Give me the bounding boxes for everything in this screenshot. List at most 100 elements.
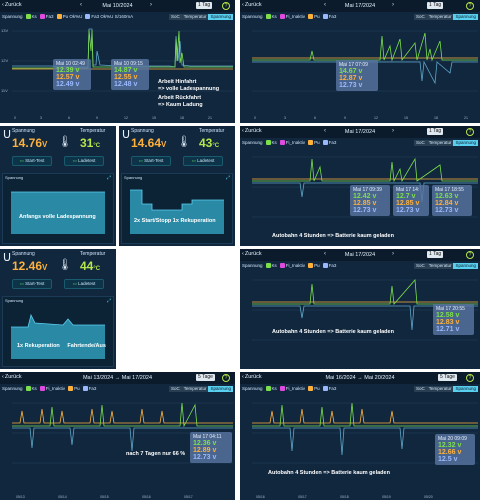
period-select[interactable]: 5 Tage xyxy=(438,374,457,381)
expand-icon[interactable]: ⤢ xyxy=(106,298,111,304)
legend-ks[interactable]: Ks xyxy=(265,14,277,19)
soc-temp-toggle[interactable]: SoC Temperatur Spannung xyxy=(168,385,233,392)
soc-temp-toggle[interactable]: SoC Temperatur Spannung xyxy=(413,139,478,146)
ladetest-button[interactable]: ▭ Ladetest xyxy=(183,156,223,166)
period-select[interactable]: 1 Tag xyxy=(196,2,213,9)
legend-ks[interactable]: Ks xyxy=(265,140,277,145)
header: ‹ Zurück Mai 16/2024 → Mai 20/2024 5 Tage… xyxy=(240,372,480,384)
help-icon[interactable]: ? xyxy=(466,127,474,136)
voltage-chart xyxy=(12,402,233,464)
prev-day-icon[interactable]: ‹ xyxy=(324,2,326,8)
start-test-button[interactable]: ▭ Start-Test xyxy=(131,156,171,166)
page-title: Mai 17/2024 xyxy=(344,2,376,9)
legend-fa3[interactable]: Fa3 xyxy=(82,386,96,391)
back-button[interactable]: ‹ Zurück xyxy=(2,2,22,8)
back-button[interactable]: ‹ Zurück xyxy=(242,374,262,380)
help-icon[interactable]: ? xyxy=(222,1,230,10)
ladetest-button[interactable]: ▭ Ladetest xyxy=(64,279,104,289)
x-tick: 05/13 xyxy=(16,495,25,499)
legend: Spannung Ks Fi_Inaktiv Pu Fa3 SoC Tempera… xyxy=(242,139,478,146)
x-tick: 05/17 xyxy=(298,495,307,499)
svg-text:15: 15 xyxy=(404,116,408,120)
value-tooltip: Mai 10 02:49 12.39 v 12.57 v 12.49 v xyxy=(53,59,91,90)
help-icon[interactable]: ? xyxy=(222,373,230,382)
legend-fa3-ok[interactable]: Fa3 Ok%U S/160mA xyxy=(85,14,133,19)
next-day-icon[interactable]: › xyxy=(150,2,152,8)
legend-fa3[interactable]: Fa3 xyxy=(322,140,336,145)
legend-pu[interactable]: Pu xyxy=(308,386,320,391)
svg-text:12: 12 xyxy=(124,116,128,120)
legend: Spannung Ks Fi_Inaktiv Pu Fa3 SoC Tempera… xyxy=(242,262,478,269)
period-select[interactable]: 1 Tag xyxy=(427,128,444,135)
x-tick: 05/19 xyxy=(382,495,391,499)
legend-fi[interactable]: Fi_Inaktiv xyxy=(39,386,65,391)
panel-day-may17-b: ‹ Zurück ‹ Mai 17/2024 › 1 Tag ? Spannung… xyxy=(240,126,480,246)
svg-text:6: 6 xyxy=(314,116,316,120)
legend-ks[interactable]: Ks xyxy=(25,14,37,19)
help-icon[interactable]: ? xyxy=(466,373,474,382)
annotation: Anfangs volle Ladespannung xyxy=(19,214,96,220)
start-test-button[interactable]: ▭ Start-Test xyxy=(12,156,52,166)
help-icon[interactable]: ? xyxy=(466,1,474,10)
soc-temp-toggle[interactable]: SoC Temperatur Spannung xyxy=(413,385,478,392)
legend-pu[interactable]: Pu xyxy=(308,263,320,268)
start-test-button[interactable]: ▭ Start-Test xyxy=(12,279,52,289)
legend-fa3[interactable]: Fa3 xyxy=(322,386,336,391)
back-button[interactable]: ‹ Zurück xyxy=(242,128,262,134)
annotation: Autobahn 4 Stunden => Batterie kaum gela… xyxy=(272,233,394,239)
svg-text:0: 0 xyxy=(14,116,16,120)
prev-day-icon[interactable]: ‹ xyxy=(324,251,326,257)
battery-voltage-icon: ᑌ xyxy=(3,129,12,141)
prev-day-icon[interactable]: ‹ xyxy=(80,2,82,8)
legend-pu[interactable]: Pu xyxy=(308,140,320,145)
next-day-icon[interactable]: › xyxy=(392,251,394,257)
chevron-left-icon: ‹ xyxy=(242,251,244,257)
period-select[interactable]: 1 Tag xyxy=(427,251,444,258)
legend-ks[interactable]: Ks xyxy=(25,386,37,391)
next-day-icon[interactable]: › xyxy=(392,2,394,8)
period-select[interactable]: 5 Tage xyxy=(196,374,215,381)
next-day-icon[interactable]: › xyxy=(392,128,394,134)
svg-text:0: 0 xyxy=(254,116,256,120)
help-icon[interactable]: ? xyxy=(466,250,474,259)
x-tick: 05/16 xyxy=(142,495,151,499)
legend-fa3[interactable]: Fa3 xyxy=(322,263,336,268)
temperature-value: 43°C xyxy=(199,136,220,150)
legend-pu[interactable]: Pu Ok%U xyxy=(56,14,82,19)
legend-fi[interactable]: Fi_Inaktiv xyxy=(279,140,305,145)
x-tick: 05/16 xyxy=(256,495,265,499)
x-tick: 05/17 xyxy=(184,495,193,499)
legend-fa3[interactable]: Fa3 xyxy=(39,14,54,19)
legend-pu[interactable]: Pu xyxy=(308,14,320,19)
thermometer-icon: 🌡 xyxy=(58,259,72,271)
annotation: Autobahn 4 Stunden => Batterie kaum gela… xyxy=(268,470,390,476)
period-select[interactable]: 1 Tag xyxy=(427,2,444,9)
expand-icon[interactable]: ⤢ xyxy=(106,175,111,181)
back-button[interactable]: ‹ Zurück xyxy=(242,2,262,8)
legend-ks[interactable]: Ks xyxy=(265,263,277,268)
prev-day-icon[interactable]: ‹ xyxy=(324,128,326,134)
legend-ks[interactable]: Ks xyxy=(265,386,277,391)
annotation: 2x Start/Stopp 1x Rekuperation xyxy=(134,218,216,224)
legend-fi[interactable]: Fi_Inaktiv xyxy=(279,14,305,19)
annotation: Arbeit Hinfahrt => volle Ladespannung xyxy=(158,79,220,92)
soc-temp-toggle[interactable]: SoC Temperatur Spannung xyxy=(413,262,478,269)
back-button[interactable]: ‹ Zurück xyxy=(2,374,22,380)
soc-temp-toggle[interactable]: SoC Temperatur Spannung xyxy=(413,13,478,20)
legend-pu[interactable]: Pu xyxy=(68,386,80,391)
expand-icon[interactable]: ⤢ xyxy=(225,175,230,181)
svg-text:12: 12 xyxy=(374,116,378,120)
legend: Spannung Ks Fi_Inaktiv Pu Fa3 SoC Tempera… xyxy=(2,385,233,392)
svg-text:3: 3 xyxy=(40,116,42,120)
soc-temp-toggle[interactable]: SoC Temperatur Spannung xyxy=(168,13,233,20)
legend-fi[interactable]: Fi_Inaktiv xyxy=(279,386,305,391)
voltage-mini-chart: Spannung ⤢ Anfangs volle Ladespannung xyxy=(2,173,114,244)
legend-fi[interactable]: Fi_Inaktiv xyxy=(279,263,305,268)
legend-fa3[interactable]: Fa3 xyxy=(322,14,336,19)
legend: Spannung Ks Fi_Inaktiv Pu Fa3 SoC Tempera… xyxy=(242,13,478,20)
ladetest-button[interactable]: ▭ Ladetest xyxy=(64,156,104,166)
x-tick: 05/15 xyxy=(100,495,109,499)
svg-text:18: 18 xyxy=(434,116,438,120)
back-button[interactable]: ‹ Zurück xyxy=(242,251,262,257)
thermometer-icon: 🌡 xyxy=(58,136,72,148)
